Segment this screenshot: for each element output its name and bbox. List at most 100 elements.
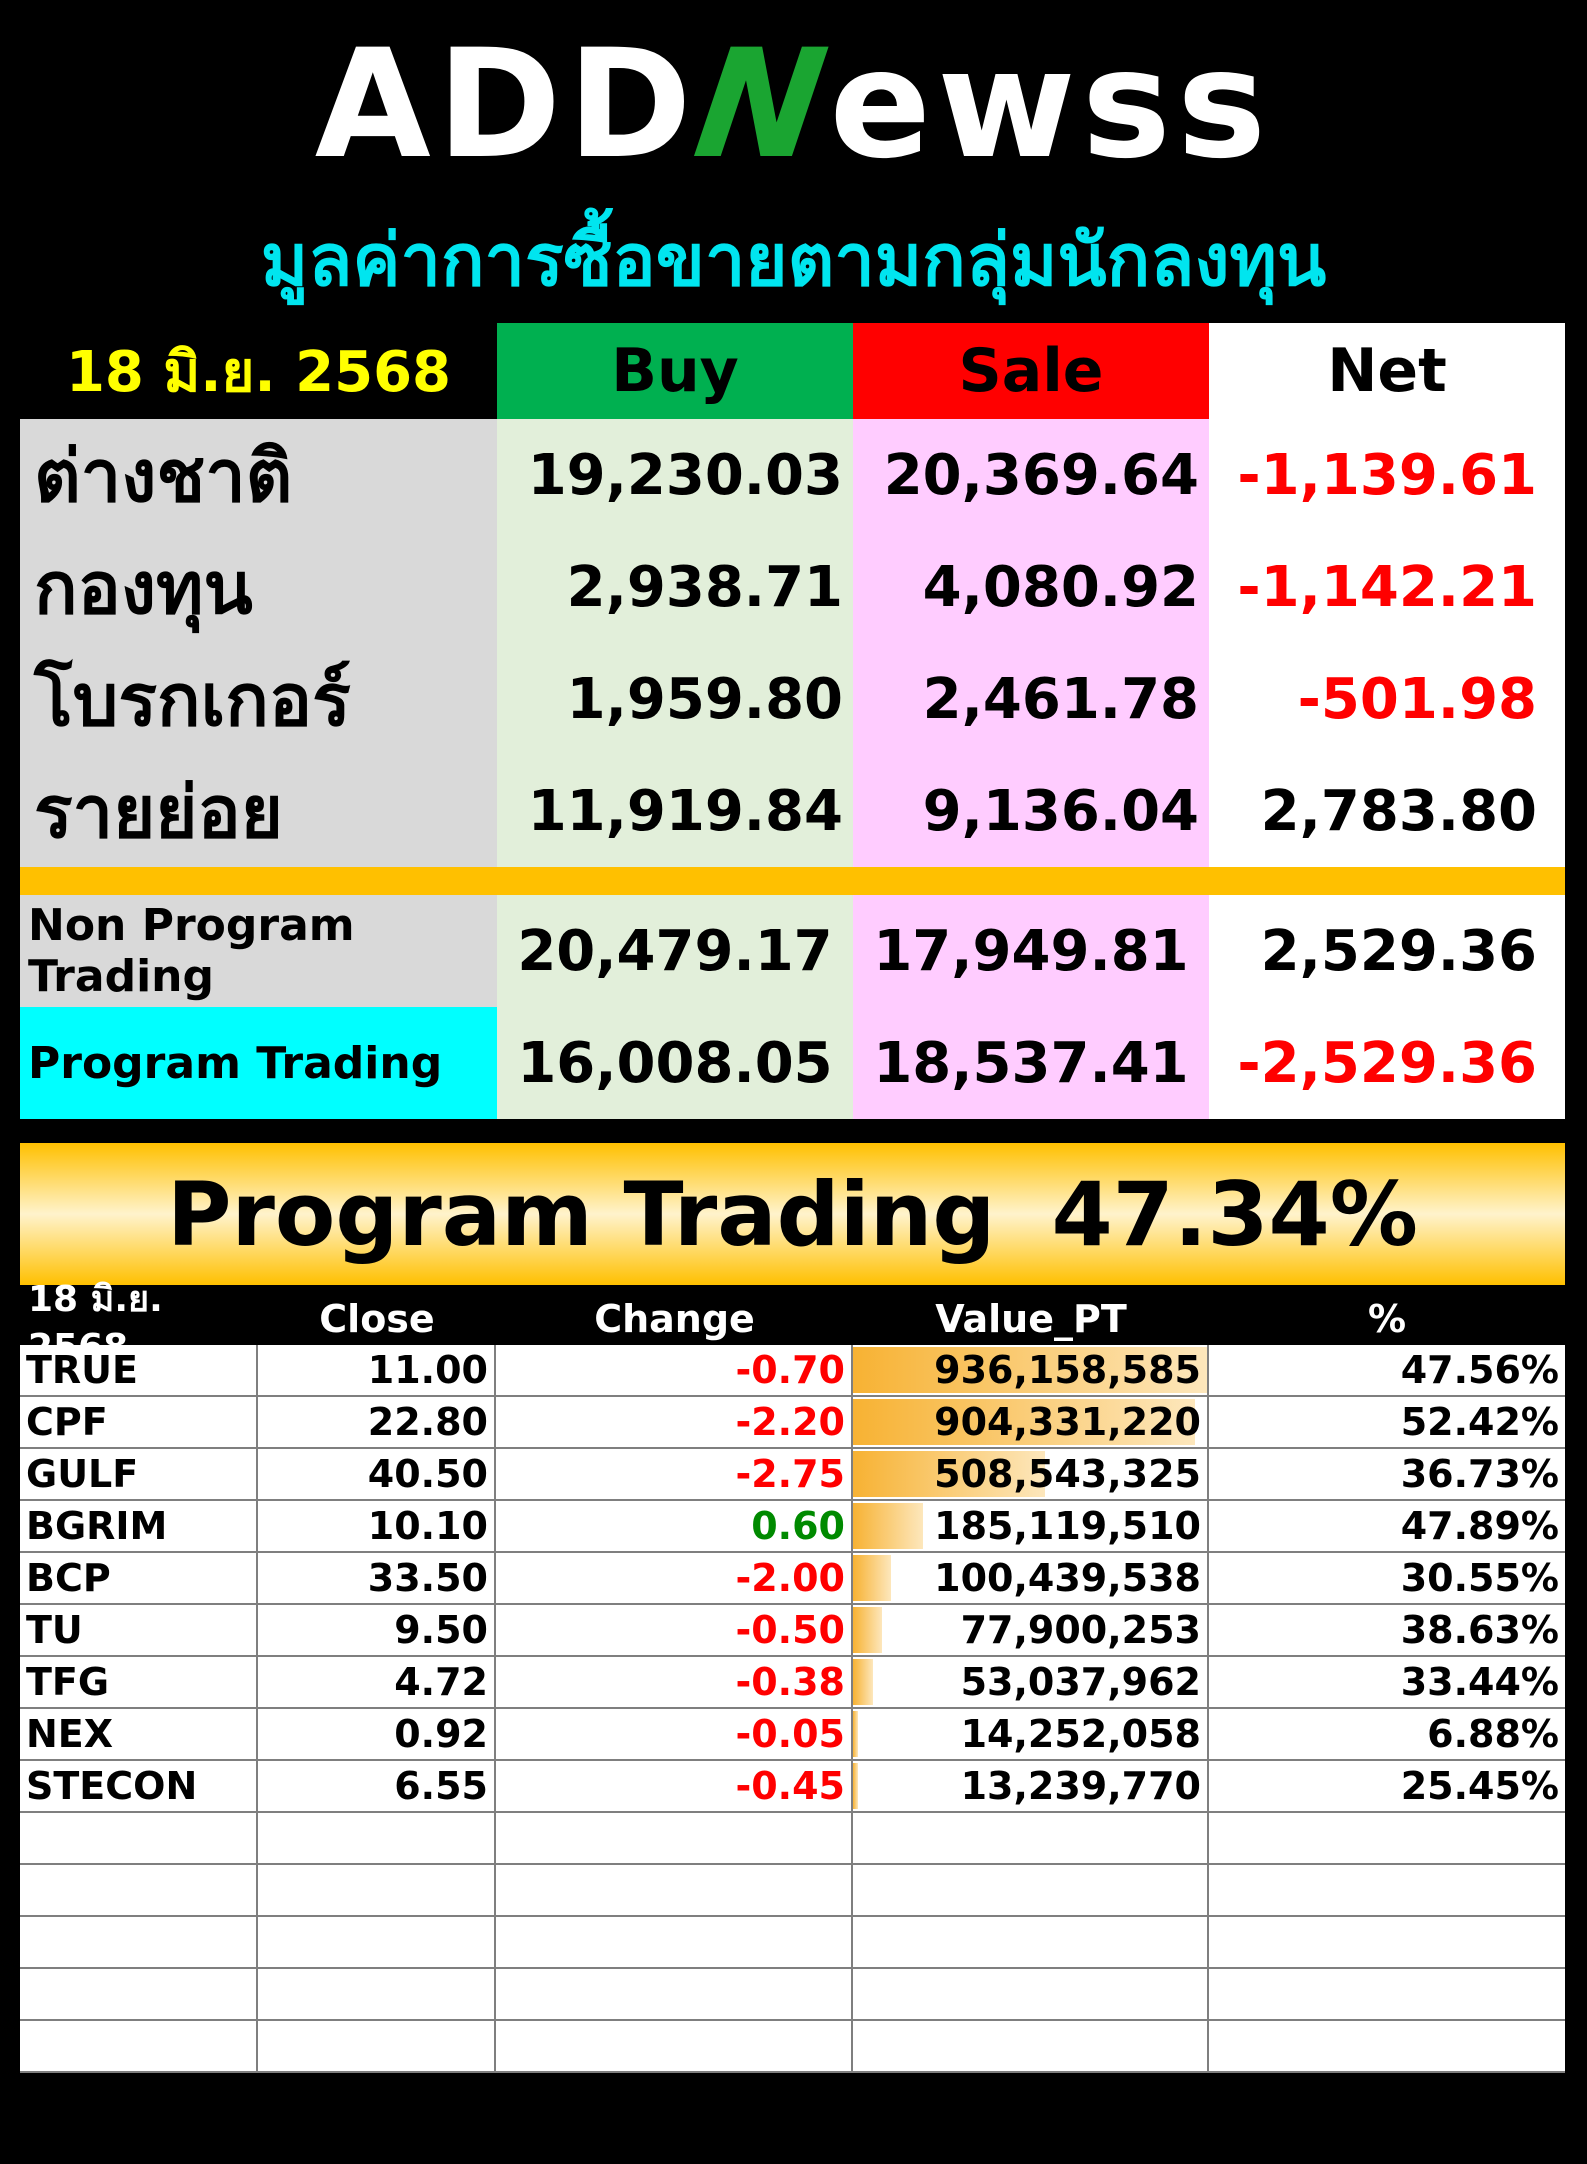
stock-row: TU 9.50 -0.50 77,900,253 38.63% xyxy=(20,1605,1565,1657)
investor-row: ต่างชาติ 19,230.03 20,369.64 -1,139.61 xyxy=(20,419,1565,531)
stock-change: -0.45 xyxy=(496,1761,853,1811)
stock-row: STECON 6.55 -0.45 13,239,770 25.45% xyxy=(20,1761,1565,1813)
investor-name: กองทุน xyxy=(20,531,497,643)
stock-value-pt: 508,543,325 xyxy=(853,1449,1209,1499)
empty-cell xyxy=(496,2021,853,2071)
stock-symbol: TFG xyxy=(20,1657,258,1707)
program-trading-stock-table: 18 มิ.ย. 2568 Close Change Value_PT % TR… xyxy=(20,1279,1565,2073)
buy-value: 2,938.71 xyxy=(497,531,853,643)
buy-value: 16,008.05 xyxy=(497,1007,853,1119)
sale-value: 9,136.04 xyxy=(853,755,1209,867)
non-program-trading-row: Non Program Trading 20,479.17 17,949.81 … xyxy=(20,895,1565,1007)
stock-percent: 30.55% xyxy=(1400,1556,1559,1600)
header-date: 18 มิ.ย. 2568 xyxy=(28,1279,163,1368)
value-data-bar xyxy=(853,1555,891,1601)
program-trading-row: Program Trading 16,008.05 18,537.41 -2,5… xyxy=(20,1007,1565,1119)
summary-date: 18 มิ.ย. 2568 xyxy=(20,323,497,419)
page-title: มูลค่าการซื้อขายตามกลุ่มนักลงทุน xyxy=(260,218,1327,302)
header-change: Change xyxy=(594,1297,755,1341)
empty-cell xyxy=(853,2021,1209,2071)
header-close: Close xyxy=(319,1297,435,1341)
sale-header: Sale xyxy=(853,323,1209,419)
stock-percent: 47.56% xyxy=(1400,1348,1559,1392)
empty-cell xyxy=(258,1865,496,1915)
value-text: 53,037,962 xyxy=(960,1660,1201,1704)
stock-close: 40.50 xyxy=(258,1449,496,1499)
stock-close: 6.55 xyxy=(258,1761,496,1811)
value-data-bar xyxy=(853,1607,883,1653)
stock-close: 10.10 xyxy=(258,1501,496,1551)
stock-symbol: TRUE xyxy=(20,1345,258,1395)
empty-cell xyxy=(1209,1969,1565,2019)
empty-cell xyxy=(20,1865,258,1915)
row-label: Program Trading xyxy=(20,1007,497,1119)
investor-name: รายย่อย xyxy=(20,755,497,867)
stock-symbol: BCP xyxy=(20,1553,258,1603)
empty-cell xyxy=(258,1813,496,1863)
stock-table-header: 18 มิ.ย. 2568 Close Change Value_PT % xyxy=(20,1279,1565,1368)
empty-cell xyxy=(496,1917,853,1967)
investor-name: โบรกเกอร์ xyxy=(20,643,497,755)
value-text: 185,119,510 xyxy=(934,1504,1201,1548)
stock-symbol: TU xyxy=(20,1605,258,1655)
stock-percent: 6.88% xyxy=(1427,1712,1559,1756)
value-text: 936,158,585 xyxy=(934,1348,1201,1392)
empty-cell xyxy=(853,1917,1209,1967)
banner-value: 47.34% xyxy=(1051,1162,1418,1266)
stock-change: -2.20 xyxy=(496,1397,853,1447)
empty-cell xyxy=(853,1969,1209,2019)
stock-row: TFG 4.72 -0.38 53,037,962 33.44% xyxy=(20,1657,1565,1709)
investor-summary-table: 18 มิ.ย. 2568 Buy Sale Net ต่างชาติ 19,23… xyxy=(20,323,1565,1119)
stock-symbol: CPF xyxy=(20,1397,258,1447)
stock-change: -0.70 xyxy=(496,1345,853,1395)
empty-cell xyxy=(20,1917,258,1967)
buy-value: 11,919.84 xyxy=(497,755,853,867)
header-value-pt: Value_PT xyxy=(935,1297,1127,1341)
stock-value-pt: 904,331,220 xyxy=(853,1397,1209,1447)
net-value: -501.98 xyxy=(1209,643,1565,755)
investor-row: รายย่อย 11,919.84 9,136.04 2,783.80 xyxy=(20,755,1565,867)
buy-value: 20,479.17 xyxy=(497,895,853,1007)
net-value: -1,139.61 xyxy=(1209,419,1565,531)
investor-name: ต่างชาติ xyxy=(20,419,497,531)
stock-close: 33.50 xyxy=(258,1553,496,1603)
empty-row xyxy=(20,1865,1565,1917)
buy-value: 1,959.80 xyxy=(497,643,853,755)
buy-value: 19,230.03 xyxy=(497,419,853,531)
stock-close: 22.80 xyxy=(258,1397,496,1447)
empty-cell xyxy=(258,1969,496,2019)
value-data-bar xyxy=(853,1711,859,1757)
sale-value: 2,461.78 xyxy=(853,643,1209,755)
stock-symbol: NEX xyxy=(20,1709,258,1759)
value-text: 100,439,538 xyxy=(934,1556,1201,1600)
empty-cell xyxy=(853,1813,1209,1863)
stock-change: -2.75 xyxy=(496,1449,853,1499)
banner-label: Program Trading xyxy=(167,1162,996,1266)
value-data-bar xyxy=(853,1659,874,1705)
empty-cell xyxy=(258,1917,496,1967)
value-text: 13,239,770 xyxy=(960,1764,1201,1808)
stock-table-body: TRUE 11.00 -0.70 936,158,585 47.56% CPF 22.80-… xyxy=(20,1345,1565,2073)
stock-value-pt: 77,900,253 xyxy=(853,1605,1209,1655)
investor-row: โบรกเกอร์ 1,959.80 2,461.78 -501.98 xyxy=(20,643,1565,755)
sale-value: 20,369.64 xyxy=(853,419,1209,531)
empty-row xyxy=(20,1813,1565,1865)
stock-close: 0.92 xyxy=(258,1709,496,1759)
empty-cell xyxy=(496,1813,853,1863)
stock-percent: 52.42% xyxy=(1400,1400,1559,1444)
stock-value-pt: 14,252,058 xyxy=(853,1709,1209,1759)
stock-row: NEX 0.92 -0.05 14,252,058 6.88% xyxy=(20,1709,1565,1761)
buy-header: Buy xyxy=(497,323,853,419)
stock-change: -0.05 xyxy=(496,1709,853,1759)
net-value: -2,529.36 xyxy=(1209,1007,1565,1119)
stock-row: TRUE 11.00 -0.70 936,158,585 47.56% xyxy=(20,1345,1565,1397)
stock-row: BCP 33.50 -2.00 100,439,538 30.55% xyxy=(20,1553,1565,1605)
empty-cell xyxy=(1209,1917,1565,1967)
empty-cell xyxy=(853,1865,1209,1915)
stock-change: 0.60 xyxy=(496,1501,853,1551)
stock-symbol: STECON xyxy=(20,1761,258,1811)
stock-row: GULF 40.50 -2.75 508,543,325 36.73% xyxy=(20,1449,1565,1501)
stock-percent: 25.45% xyxy=(1400,1764,1559,1808)
logo-wordmark: ADDNewss xyxy=(314,18,1273,192)
empty-row xyxy=(20,2021,1565,2073)
